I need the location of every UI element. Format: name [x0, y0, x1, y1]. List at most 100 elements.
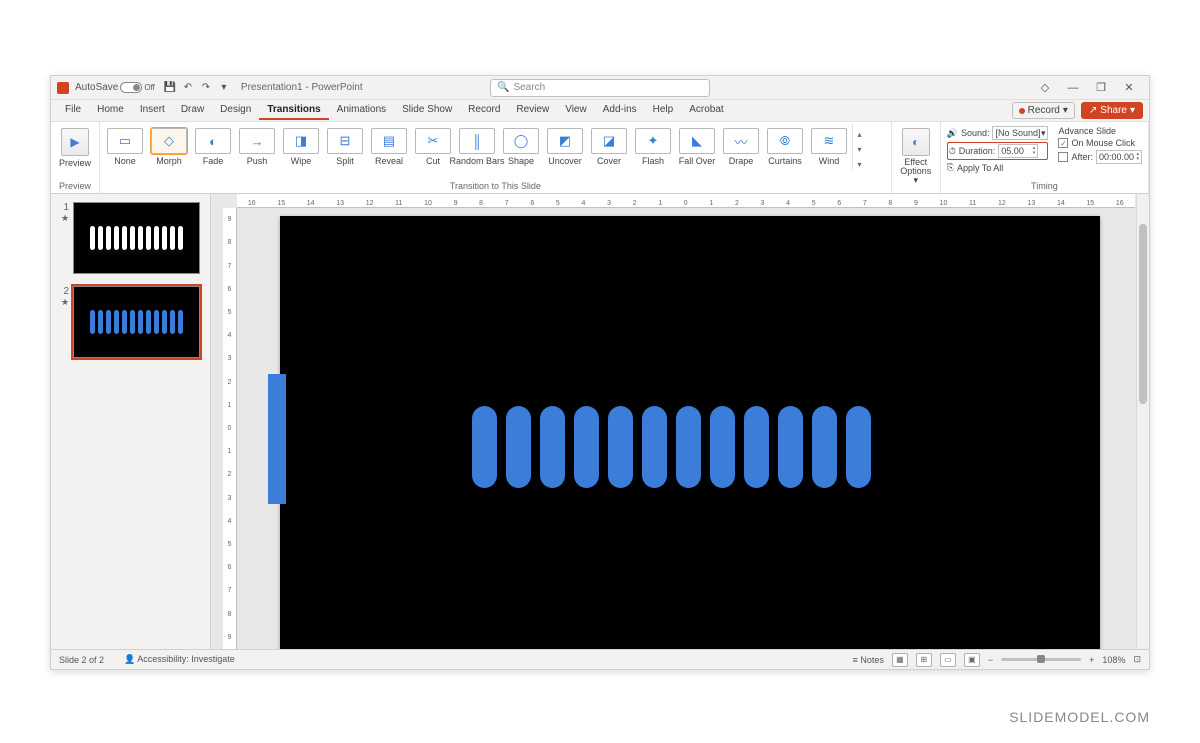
transition-fall-over[interactable]: ◣Fall Over — [676, 124, 718, 166]
fit-to-window-button[interactable]: ⊡ — [1133, 654, 1141, 665]
redo-icon[interactable]: ↷ — [199, 81, 213, 95]
transition-cover[interactable]: ◪Cover — [588, 124, 630, 166]
minimize-button[interactable]: — — [1059, 78, 1087, 98]
slide-bar[interactable] — [846, 406, 871, 488]
chevron-down-icon: ▾ — [1130, 105, 1135, 116]
on-click-checkbox[interactable]: ✓ — [1058, 138, 1068, 148]
tab-file[interactable]: File — [57, 101, 89, 120]
tab-draw[interactable]: Draw — [173, 101, 212, 120]
zoom-slider[interactable] — [1001, 658, 1081, 661]
undo-icon[interactable]: ↶ — [181, 81, 195, 95]
normal-view-button[interactable]: ▦ — [892, 653, 908, 667]
slide-bar[interactable] — [642, 406, 667, 488]
tab-slide-show[interactable]: Slide Show — [394, 101, 460, 120]
slide-bar[interactable] — [540, 406, 565, 488]
thumbnail-slide-1[interactable]: 1★ — [61, 202, 200, 274]
duration-field[interactable]: 05.00▴▾ — [998, 144, 1038, 158]
tab-add-ins[interactable]: Add-ins — [595, 101, 645, 120]
qat-dropdown-icon[interactable]: ▾ — [217, 81, 231, 95]
slide-bar[interactable] — [608, 406, 633, 488]
tab-help[interactable]: Help — [645, 101, 682, 120]
transition-shape[interactable]: ◯Shape — [500, 124, 542, 166]
transition-flash[interactable]: ✦Flash — [632, 124, 674, 166]
reading-view-button[interactable]: ▭ — [940, 653, 956, 667]
tab-acrobat[interactable]: Acrobat — [681, 101, 731, 120]
slide-canvas[interactable] — [280, 216, 1100, 649]
transition-icon: ▤ — [371, 128, 407, 154]
tab-review[interactable]: Review — [508, 101, 557, 120]
transition-wind[interactable]: ≋Wind — [808, 124, 850, 166]
transition-split[interactable]: ⊟Split — [324, 124, 366, 166]
slide-bar[interactable] — [506, 406, 531, 488]
tab-record[interactable]: Record — [460, 101, 508, 120]
accessibility-status[interactable]: 👤 Accessibility: Investigate — [124, 654, 235, 665]
transition-wipe[interactable]: ◨Wipe — [280, 124, 322, 166]
sound-row[interactable]: 🔊 Sound: [No Sound]▾ — [947, 126, 1049, 140]
zoom-in-button[interactable]: + — [1089, 655, 1094, 665]
slideshow-view-button[interactable]: ▣ — [964, 653, 980, 667]
search-box[interactable]: 🔍 Search — [490, 79, 710, 97]
transition-cut[interactable]: ✂Cut — [412, 124, 454, 166]
notes-button[interactable]: ≡ Notes — [853, 655, 884, 665]
apply-all-button[interactable]: ⎘ Apply To All — [947, 162, 1049, 173]
sound-dropdown[interactable]: [No Sound]▾ — [992, 126, 1048, 140]
thumbnail-panel[interactable]: 1★2★ — [51, 194, 211, 649]
sorter-view-button[interactable]: ⊞ — [916, 653, 932, 667]
after-row[interactable]: After: 00:00.00▴▾ — [1058, 150, 1142, 164]
slide-bar[interactable] — [676, 406, 701, 488]
tab-animations[interactable]: Animations — [329, 101, 394, 120]
tab-transitions[interactable]: Transitions — [259, 101, 328, 120]
restore-button[interactable]: ❐ — [1087, 78, 1115, 98]
tab-insert[interactable]: Insert — [132, 101, 173, 120]
search-placeholder: Search — [513, 82, 545, 93]
transition-icon: ◣ — [679, 128, 715, 154]
tab-home[interactable]: Home — [89, 101, 132, 120]
transition-drape[interactable]: 〰Drape — [720, 124, 762, 166]
duration-row[interactable]: ⏱ Duration: 05.00▴▾ — [947, 142, 1049, 160]
transition-curtains[interactable]: ⦾Curtains — [764, 124, 806, 166]
after-checkbox[interactable] — [1058, 152, 1068, 162]
close-button[interactable]: ✕ — [1115, 78, 1143, 98]
duration-icon: ⏱ — [949, 146, 956, 157]
slide-bar[interactable] — [778, 406, 803, 488]
horizontal-ruler: 1615141312111098765432101234567891011121… — [237, 194, 1135, 208]
effect-options-button[interactable]: ◐ Effect Options ▾ — [896, 124, 936, 185]
transition-morph[interactable]: ◇Morph — [148, 124, 190, 166]
vertical-scrollbar[interactable] — [1136, 194, 1149, 649]
transition-fade[interactable]: ◐Fade — [192, 124, 234, 166]
slide-bar[interactable] — [710, 406, 735, 488]
gallery-up-icon[interactable]: ▴ — [857, 130, 861, 139]
save-icon[interactable]: 💾 — [163, 81, 177, 95]
slide-bar[interactable] — [472, 406, 497, 488]
slide-bar[interactable] — [812, 406, 837, 488]
title-bar: AutoSave Off 💾 ↶ ↷ ▾ Presentation1 - Pow… — [51, 76, 1149, 100]
slide-bar[interactable] — [744, 406, 769, 488]
tab-design[interactable]: Design — [212, 101, 259, 120]
transition-push[interactable]: →Push — [236, 124, 278, 166]
tab-view[interactable]: View — [557, 101, 595, 120]
gallery-down-icon[interactable]: ▾ — [857, 145, 861, 154]
slide-bar[interactable] — [574, 406, 599, 488]
record-button[interactable]: Record ▾ — [1012, 102, 1075, 119]
slide-counter[interactable]: Slide 2 of 2 — [59, 655, 104, 665]
zoom-value[interactable]: 108% — [1102, 655, 1125, 665]
toggle-pill[interactable] — [120, 82, 142, 93]
transition-reveal[interactable]: ▤Reveal — [368, 124, 410, 166]
transition-icon: ◇ — [151, 128, 187, 154]
zoom-out-button[interactable]: − — [988, 655, 993, 665]
share-button[interactable]: ↗ Share ▾ — [1081, 102, 1143, 119]
transition-random-bars[interactable]: ║Random Bars — [456, 124, 498, 166]
scrollbar-thumb[interactable] — [1139, 224, 1147, 404]
transition-none[interactable]: ▭None — [104, 124, 146, 166]
gallery-more-icon[interactable]: ▾ — [857, 160, 861, 169]
premium-icon[interactable]: ◇ — [1031, 78, 1059, 98]
after-field[interactable]: 00:00.00▴▾ — [1096, 150, 1142, 164]
autosave-toggle[interactable]: AutoSave Off — [75, 82, 155, 93]
slide-bars-group[interactable] — [472, 406, 871, 488]
offscreen-shape[interactable] — [268, 374, 286, 504]
preview-button[interactable]: ▶ Preview — [55, 124, 95, 168]
gallery-expand[interactable]: ▴ ▾ ▾ — [852, 124, 866, 169]
thumbnail-slide-2[interactable]: 2★ — [61, 286, 200, 358]
transition-uncover[interactable]: ◩Uncover — [544, 124, 586, 166]
on-mouse-click-row[interactable]: ✓ On Mouse Click — [1058, 138, 1142, 148]
